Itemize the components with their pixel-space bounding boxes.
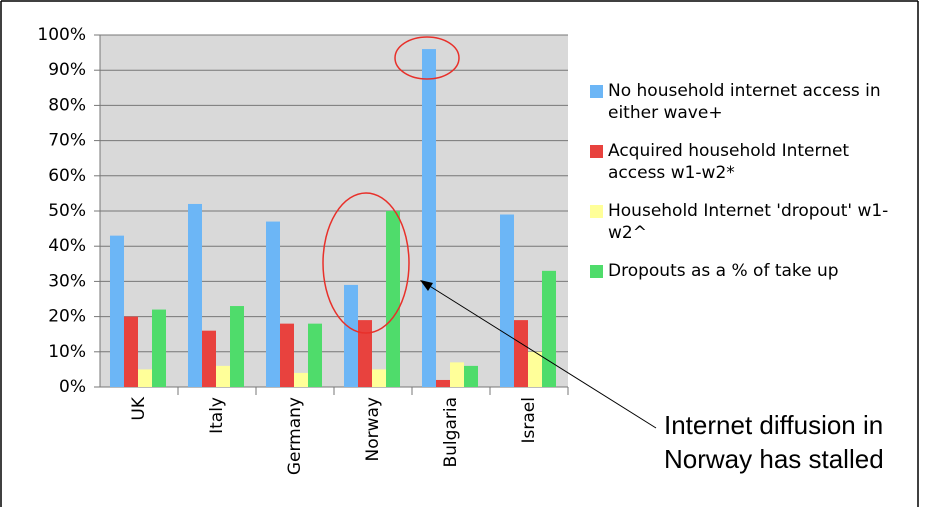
legend-label: Household Internet 'dropout' w1-w2^ xyxy=(608,201,889,243)
y-tick-label: 40% xyxy=(48,236,86,256)
arrow-head xyxy=(420,280,433,291)
bar xyxy=(188,203,202,387)
x-tick-label: Israel xyxy=(519,397,539,443)
bar xyxy=(266,221,280,387)
bar xyxy=(514,320,528,387)
bar xyxy=(202,330,216,387)
bar xyxy=(464,365,478,387)
y-tick-label: 0% xyxy=(59,377,86,397)
x-tick-label: Italy xyxy=(207,397,227,434)
bar xyxy=(500,214,514,387)
annotation: Norway has stalled xyxy=(664,444,884,474)
legend-swatch xyxy=(590,85,603,98)
bar xyxy=(372,369,386,387)
bar xyxy=(528,351,542,387)
x-tick-label: Bulgaria xyxy=(441,397,461,468)
bar xyxy=(436,379,450,387)
bar xyxy=(230,306,244,387)
annotation: Internet diffusion in xyxy=(664,410,884,440)
highlight-ellipse xyxy=(322,192,410,334)
bar xyxy=(124,316,138,387)
y-tick-label: 10% xyxy=(48,342,86,362)
highlight-ellipse xyxy=(394,36,460,80)
legend-swatch xyxy=(590,145,603,158)
bar xyxy=(308,323,322,387)
bar xyxy=(280,323,294,387)
bar xyxy=(422,49,436,387)
bar xyxy=(110,235,124,387)
x-tick-label: Germany xyxy=(285,397,305,475)
x-tick-label: UK xyxy=(129,396,149,420)
y-tick-label: 70% xyxy=(48,131,86,151)
y-tick-label: 60% xyxy=(48,166,86,186)
bar xyxy=(358,320,372,387)
legend-label: Dropouts as a % of take up xyxy=(608,261,839,281)
y-tick-label: 30% xyxy=(48,271,86,291)
bar xyxy=(344,284,358,387)
bar xyxy=(386,211,400,387)
bar xyxy=(216,365,230,387)
bar xyxy=(542,270,556,387)
bar xyxy=(152,309,166,387)
bar xyxy=(138,369,152,387)
y-tick-label: 20% xyxy=(48,307,86,327)
y-tick-label: 90% xyxy=(48,60,86,80)
y-tick-label: 50% xyxy=(48,201,86,221)
bar xyxy=(294,372,308,387)
y-tick-label: 80% xyxy=(48,95,86,115)
legend-label: Acquired household Internet access w1-w2… xyxy=(608,141,850,183)
legend-swatch xyxy=(590,205,603,218)
legend-swatch xyxy=(590,265,603,278)
bar xyxy=(450,362,464,387)
arrow xyxy=(427,284,657,429)
y-tick-label: 100% xyxy=(37,25,86,45)
legend-label: No household internet access in either w… xyxy=(608,81,881,123)
x-tick-label: Norway xyxy=(363,397,383,462)
